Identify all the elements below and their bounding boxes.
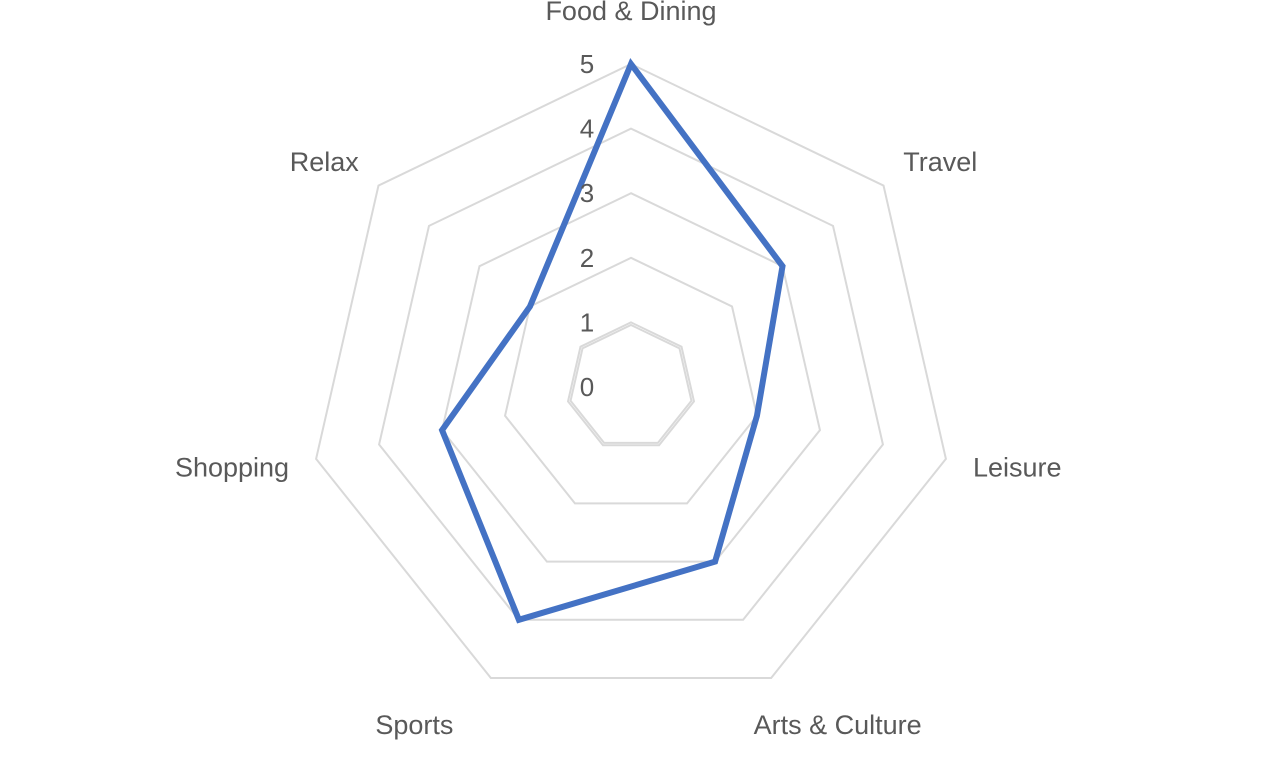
grid-ring-5 — [315, 62, 947, 680]
category-label-relax: Relax — [290, 147, 360, 177]
series-line-0 — [438, 57, 786, 624]
category-label-sports: Sports — [375, 710, 453, 740]
category-label-leisure: Leisure — [973, 452, 1062, 482]
grid-ring-inner — [569, 323, 693, 444]
tick-label-5: 5 — [580, 49, 594, 79]
category-label-food-dining: Food & Dining — [545, 0, 716, 26]
grid-ring-3 — [440, 192, 822, 563]
tick-label-3: 3 — [580, 178, 594, 208]
category-label-shopping: Shopping — [175, 452, 289, 482]
tick-label-0: 0 — [580, 372, 594, 402]
category-label-travel: Travel — [903, 147, 977, 177]
tick-label-1: 1 — [580, 307, 594, 337]
radar-grid — [315, 62, 947, 680]
category-labels: Food & Dining Travel Leisure Arts & Culture… — [175, 0, 1062, 740]
tick-label-4: 4 — [580, 114, 594, 144]
grid-ring-4 — [377, 127, 885, 621]
category-label-arts-culture: Arts & Culture — [754, 710, 922, 740]
radar-series — [438, 57, 786, 624]
grid-ring-2 — [503, 256, 759, 505]
tick-label-2: 2 — [580, 243, 594, 273]
grid-ring-1 — [566, 321, 696, 447]
radial-tick-labels: 0 1 2 3 4 5 — [580, 49, 594, 402]
